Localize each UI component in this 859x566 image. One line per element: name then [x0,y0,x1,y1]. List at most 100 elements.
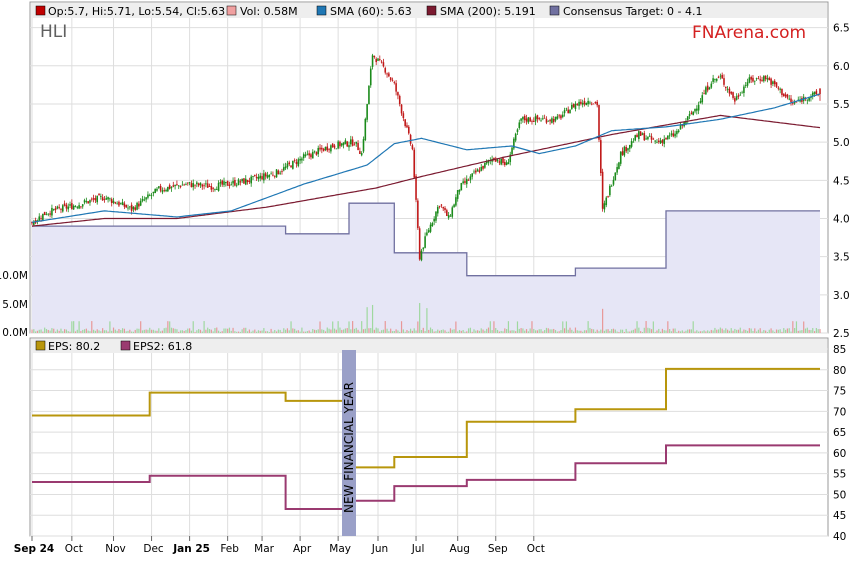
candle-body [674,133,676,137]
volume-bar [292,328,294,333]
volume-bar [169,321,171,333]
eps-legend: EPS: 80.2 EPS2: 61.8 [35,340,192,353]
volume-bar [65,329,68,333]
volume-bar [105,330,107,333]
volume-bar [746,330,749,333]
volume-bar [129,329,131,333]
volume-bar [187,328,189,333]
volume-bar [458,329,461,333]
volume-bar [659,331,662,333]
candle-body [217,182,220,191]
candle-body [255,176,258,179]
volume-bar [529,328,531,333]
candle-body [279,172,281,174]
volume-bar [612,328,615,333]
volume-bar [772,330,774,333]
volume-bar [382,329,385,333]
sma60-legend-swatch [316,5,327,16]
volume-bar [368,328,370,333]
candle-body [83,200,86,203]
candle-body [219,181,222,184]
candle-body [192,183,195,188]
volume-bar [632,329,635,333]
candle-body [784,94,787,97]
candle-body [507,162,510,165]
volume-bar [453,329,455,333]
volume-bar [466,331,468,333]
candle-body [636,134,638,138]
ticker-symbol: HLI [40,22,67,42]
volume-bar [431,329,433,333]
price-y-tick: 4.0 [833,213,850,225]
candle-body [324,146,327,150]
volume-bar [288,330,290,333]
volume-bar [78,321,80,333]
volume-bar [562,321,564,333]
candle-body [607,195,609,197]
candle-body [773,80,776,85]
volume-bars [31,303,821,333]
candle-body [554,117,557,121]
candle-body [505,162,508,166]
volume-bar [179,330,182,333]
candle-body [78,205,80,209]
candle-body [282,167,285,171]
candle-body [755,78,758,79]
volume-bar [790,331,792,333]
candle-body [138,203,140,207]
volume-bar [484,330,486,333]
candle-body [763,76,765,82]
candle-body [520,118,522,121]
volume-bar [69,331,71,333]
volume-bar [471,331,473,333]
candle-body [449,215,452,217]
x-tick-label: Jan 25 [172,543,210,555]
volume-bar [308,330,310,333]
eps-y-tick: 50 [833,489,846,501]
volume-bar [181,330,183,333]
volume-bar [85,328,87,333]
candle-body [462,181,464,184]
volume-bar [806,327,808,333]
volume-bar [698,331,700,333]
eps-legend-bar [31,339,827,353]
candle-body [342,142,345,146]
candle-body [777,87,780,89]
volume-bar [763,330,765,333]
candle-body [697,104,700,111]
volume-bar [337,321,339,333]
volume-bar [355,327,357,333]
candle-body [732,92,734,98]
candle-body [723,78,725,85]
volume-bar [352,321,354,333]
volume-bar [467,328,470,333]
candle-body [136,202,138,210]
candle-body [770,78,772,85]
candle-body [442,207,445,209]
volume-bar [603,330,606,333]
volume-bar [759,328,761,333]
volume-bar [342,329,345,333]
volume-bar [154,330,156,333]
volume-bar [141,330,144,333]
volume-bar [312,328,314,333]
volume-bar [502,331,504,333]
candle-body [337,141,339,149]
eps2-line [32,444,820,510]
volume-bar [274,329,276,333]
candle-body [525,118,528,122]
candle-body [297,159,300,166]
volume-bar [554,330,557,333]
candle-body [402,113,405,119]
volume-bar [353,328,356,333]
volume-bar [794,328,796,333]
candle-body [549,119,551,122]
volume-bar [433,331,435,333]
volume-bar [717,329,720,333]
candle-body [688,114,691,116]
candle-body [221,180,224,185]
candle-body [250,176,252,184]
candle-body [757,78,760,80]
candle-body [123,203,126,207]
volume-bar [500,330,502,333]
